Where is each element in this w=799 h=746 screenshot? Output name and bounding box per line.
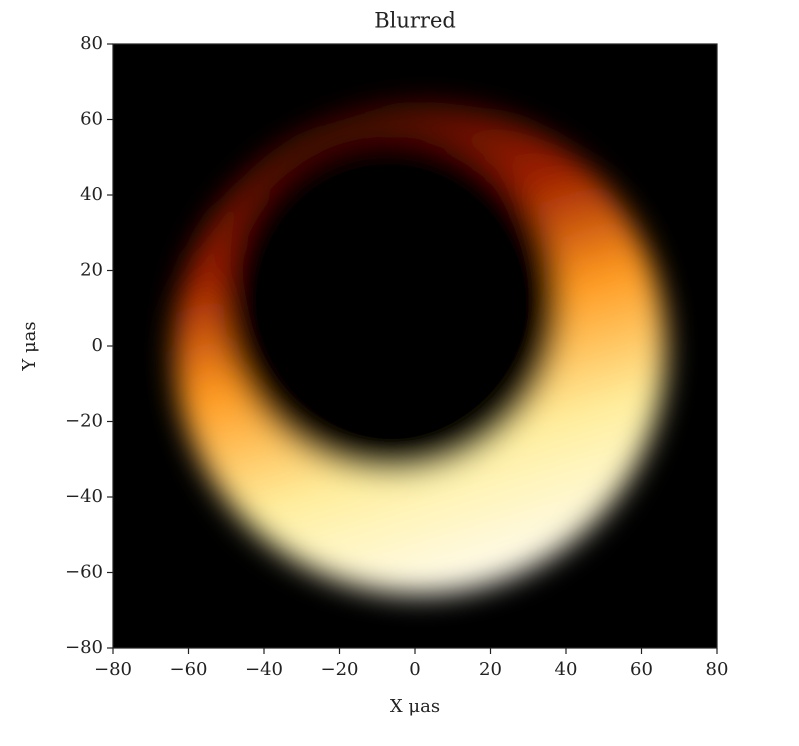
y-tick-label: −80 <box>65 637 103 658</box>
y-tick-label: 20 <box>80 260 103 281</box>
y-tick-label: 80 <box>80 33 103 54</box>
ring-shadow <box>224 137 560 473</box>
x-tick-label: −60 <box>170 659 208 680</box>
x-tick-label: −80 <box>94 659 132 680</box>
x-tick-label: −20 <box>321 659 359 680</box>
y-tick-label: 0 <box>92 335 103 356</box>
y-tick-label: −20 <box>65 411 103 432</box>
x-tick-label: 0 <box>409 659 420 680</box>
chart: Blurred X μas Y μas −80 −60 −40 −20 0 20 40 60 8… <box>0 0 799 746</box>
y-tick-label: 60 <box>80 109 103 130</box>
chart-title: Blurred <box>374 9 456 33</box>
x-tick-label: 20 <box>479 659 502 680</box>
image <box>174 102 666 594</box>
x-tick-label: 40 <box>555 659 578 680</box>
x-tick-label: −40 <box>245 659 283 680</box>
x-axis-label: X μas <box>390 696 440 717</box>
y-tick-label: 40 <box>80 184 103 205</box>
y-tick-label: −40 <box>65 486 103 507</box>
x-tick-label: 80 <box>706 659 729 680</box>
y-tick-label: −60 <box>65 562 103 583</box>
x-tick-label: 60 <box>630 659 653 680</box>
y-axis-label: Y μas <box>19 321 40 371</box>
